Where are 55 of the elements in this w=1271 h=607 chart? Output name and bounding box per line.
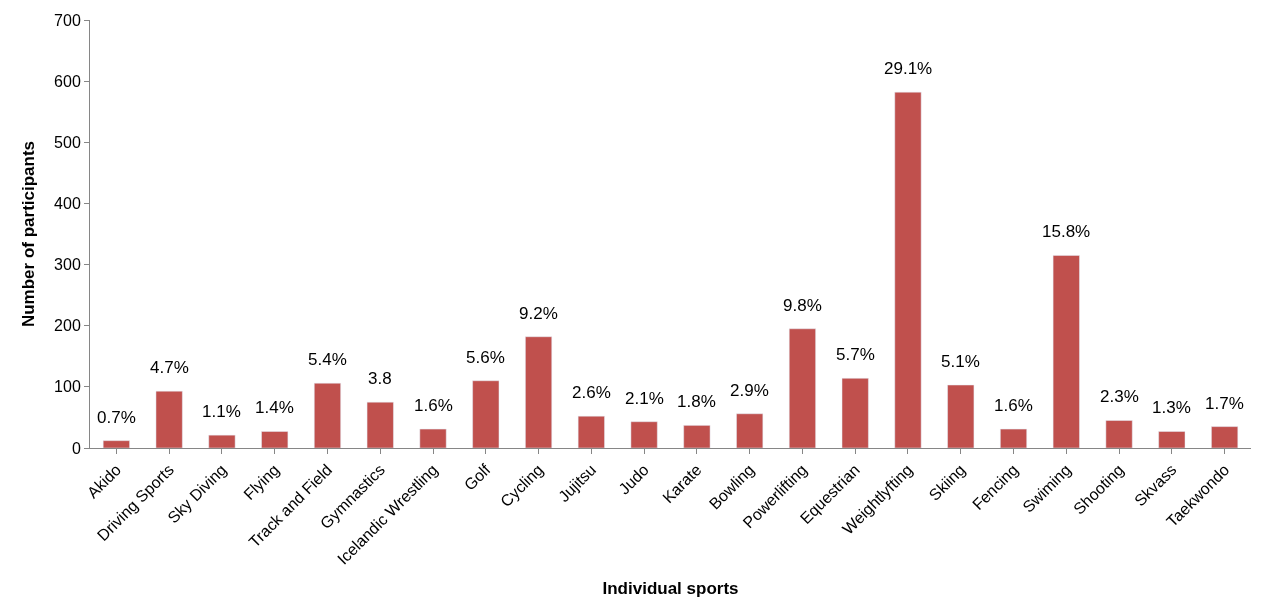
bar (208, 434, 236, 448)
annotation: 9.8% (783, 296, 822, 315)
annotation: 5.4% (308, 350, 347, 369)
bar (894, 91, 922, 448)
annotation: 29.1% (884, 59, 933, 78)
y-tick-label: 500 (54, 133, 81, 151)
annotation: 1.4% (255, 398, 294, 417)
annotation: 2.3% (1100, 387, 1139, 406)
bar (1000, 428, 1027, 448)
bar (155, 390, 183, 448)
annotation: 0.7% (97, 408, 136, 427)
annotation: 4.7% (150, 358, 189, 377)
annotation: 2.6% (572, 383, 611, 402)
x-tick-label: Golf (460, 460, 494, 494)
y-tick-label: 100 (54, 378, 81, 396)
annotation: 3.8 (368, 369, 392, 388)
y-axis-title: Number of participants (18, 140, 38, 328)
bar (841, 378, 869, 448)
annotation: 1.1% (202, 402, 241, 421)
annotation: 5.6% (466, 348, 505, 367)
annotation: 1.6% (414, 396, 453, 415)
bar (947, 384, 975, 448)
bar (736, 413, 764, 448)
bar (1105, 420, 1133, 448)
bar (1158, 431, 1186, 448)
bar (525, 336, 553, 448)
annotation: 1.3% (1152, 398, 1191, 417)
y-tick-label: 300 (54, 256, 81, 274)
annotation: 9.2% (519, 304, 558, 323)
bar (1211, 426, 1239, 448)
bar (788, 328, 816, 448)
y-tick-label: 0 (71, 439, 81, 457)
annotation: 15.8% (1042, 222, 1091, 241)
annotation: 5.7% (836, 345, 875, 364)
annotation: 1.7% (1205, 394, 1244, 413)
annotation: 1.6% (994, 396, 1033, 415)
bar (419, 428, 447, 448)
bar (472, 380, 500, 448)
annotation: 5.1% (941, 352, 980, 371)
bar (577, 415, 605, 448)
annotation: 2.1% (625, 389, 664, 408)
bar (102, 440, 130, 448)
x-axis-title: Individual sports (602, 579, 739, 599)
y-tick-label: 200 (54, 317, 81, 335)
bar (314, 382, 341, 448)
y-tick-label: 600 (54, 72, 81, 90)
annotation: 2.9% (730, 381, 769, 400)
bar (630, 421, 658, 448)
bar (261, 431, 289, 448)
y-tick-label: 400 (54, 195, 81, 213)
bar (366, 401, 394, 448)
annotation: 1.8% (677, 392, 716, 411)
y-tick-label: 700 (54, 11, 81, 29)
bar (1052, 255, 1080, 448)
bar (683, 425, 711, 448)
